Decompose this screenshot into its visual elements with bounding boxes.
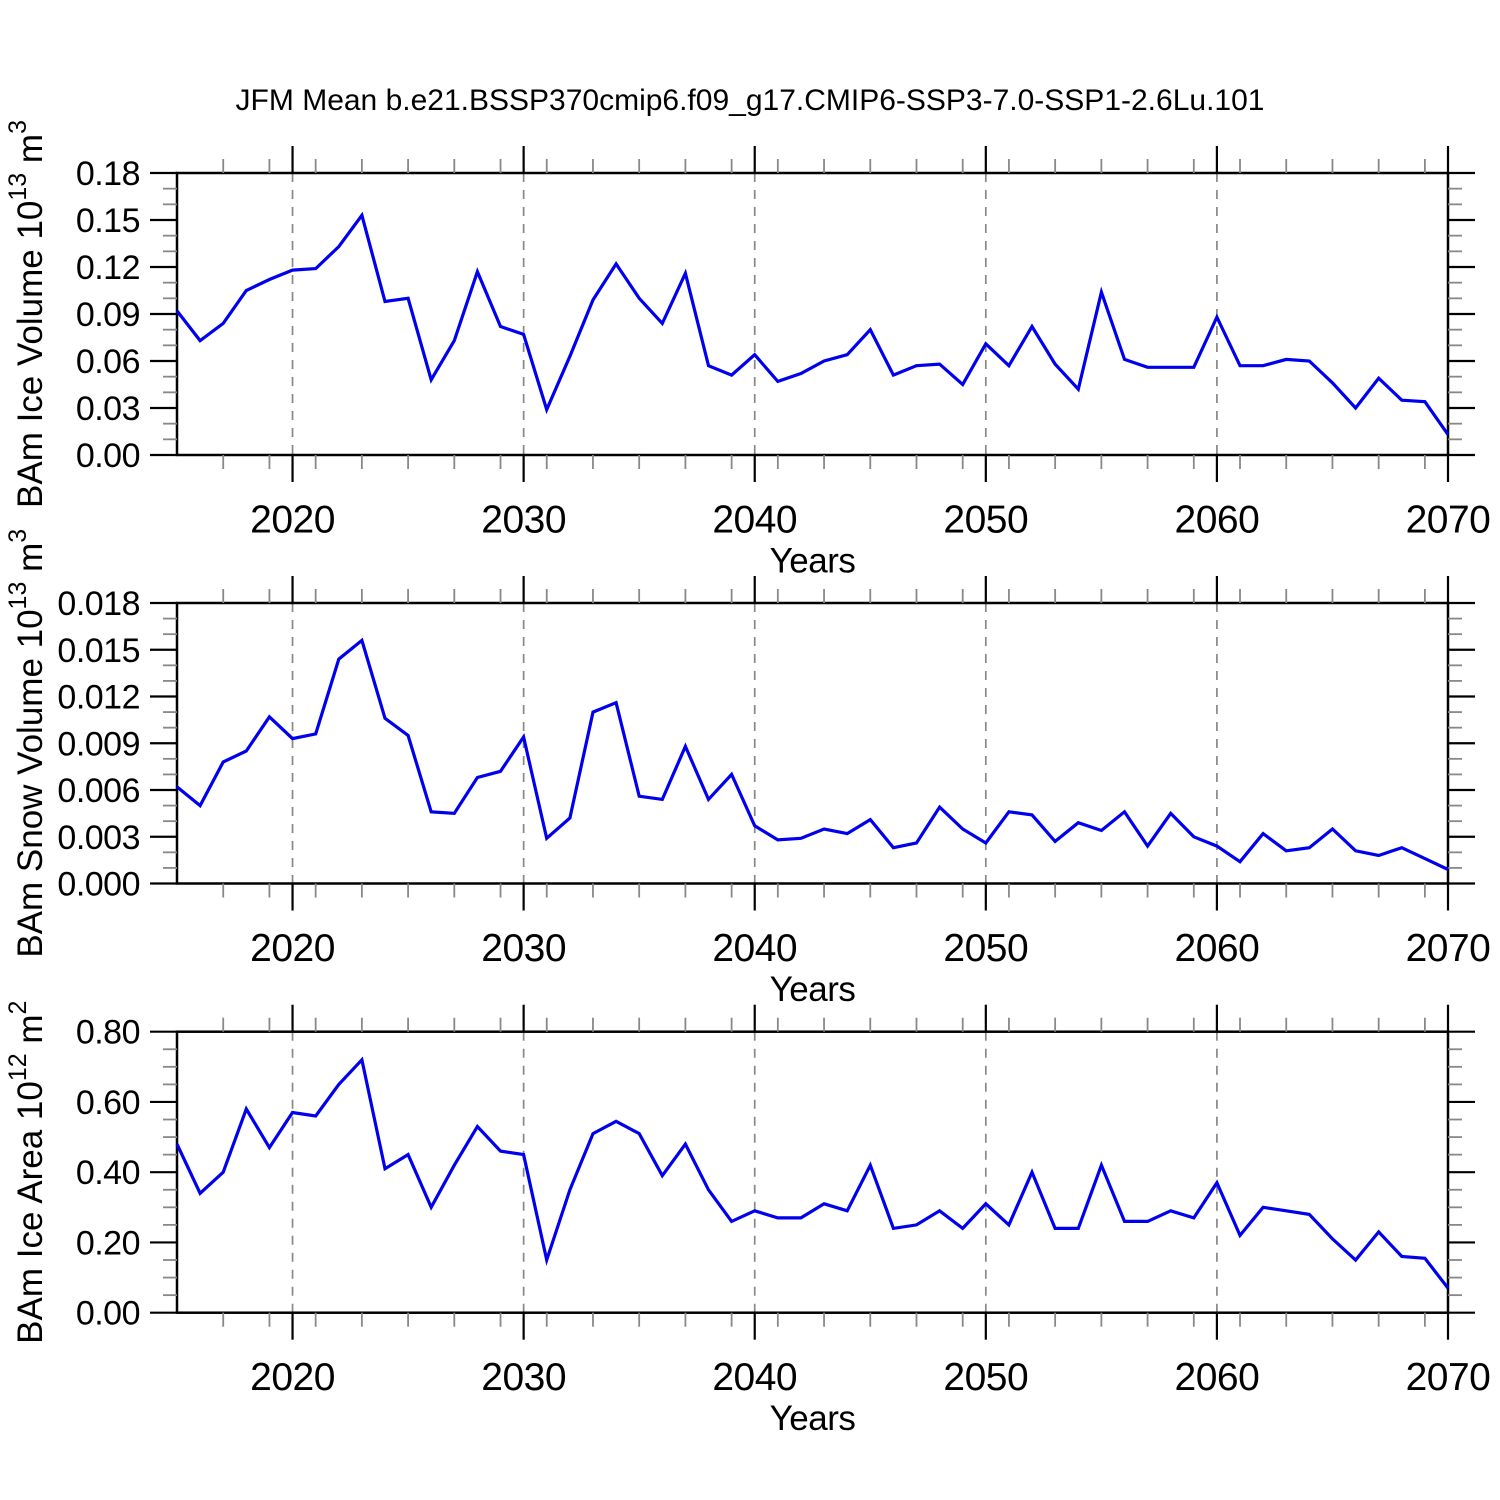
x-tick-label: 2040 — [712, 927, 797, 970]
y-tick-label: 0.009 — [57, 725, 140, 763]
x-tick-label: 2020 — [250, 927, 335, 970]
ticks — [150, 576, 1475, 911]
x-axis-title: Years — [770, 970, 856, 1009]
x-tick-label: 2050 — [943, 927, 1028, 970]
panel-bam-ice-volume: 2020 2030 2040 2050 2060 2070 0.00 0.03 0.06 0.09… — [4, 120, 1491, 581]
y-tick-label: 0.015 — [57, 632, 140, 670]
data-line — [175, 211, 1450, 436]
y-axis-title: BAm Snow Volume 1013 m3 — [4, 529, 50, 958]
ticks — [150, 1004, 1475, 1340]
x-tick-label: 2030 — [481, 927, 566, 970]
y-tick-label: 0.15 — [76, 202, 140, 240]
x-tick-label: 2070 — [1406, 927, 1491, 970]
y-tick-label: 0.06 — [76, 343, 140, 381]
data-line — [175, 1056, 1450, 1290]
x-tick-label: 2050 — [943, 499, 1028, 542]
y-tick-label: 0.18 — [76, 155, 140, 193]
y-tick-label: 0.003 — [57, 819, 140, 857]
x-tick-label: 2050 — [943, 1356, 1028, 1399]
y-tick-label: 0.60 — [76, 1084, 140, 1122]
data-line — [175, 637, 1449, 871]
panel-bam-ice-area: 2020 2030 2040 2050 2060 2070 0.00 0.20 0.40 0.60… — [4, 1001, 1491, 1439]
x-tick-label: 2070 — [1406, 1356, 1491, 1399]
y-tick-label: 0.012 — [57, 679, 140, 717]
y-tick-label: 0.40 — [76, 1154, 140, 1192]
y-tick-label: 0.006 — [57, 772, 140, 810]
y-tick-label: 0.03 — [76, 390, 140, 428]
x-tick-label: 2030 — [481, 499, 566, 542]
x-axis-title: Years — [770, 542, 856, 581]
y-tick-label: 0.80 — [76, 1014, 140, 1052]
y-tick-label: 0.000 — [57, 866, 140, 904]
y-tick-label: 0.12 — [76, 249, 140, 287]
y-tick-label: 0.018 — [57, 585, 140, 623]
panel-bam-snow-volume: 2020 2030 2040 2050 2060 2070 0.000 0.003 0.006 0… — [4, 529, 1491, 1009]
x-tick-label: 2060 — [1175, 1356, 1260, 1399]
chart-title: JFM Mean b.e21.BSSP370cmip6.f09_g17.CMIP… — [235, 84, 1265, 117]
y-tick-label: 0.20 — [76, 1224, 140, 1262]
x-tick-label: 2060 — [1175, 499, 1260, 542]
x-tick-label: 2040 — [712, 499, 797, 542]
x-tick-label: 2040 — [712, 1356, 797, 1399]
x-tick-label: 2020 — [250, 499, 335, 542]
x-tick-label: 2070 — [1406, 499, 1491, 542]
y-tick-label: 0.00 — [76, 1295, 140, 1333]
y-tick-label: 0.09 — [76, 296, 140, 334]
plot-frame — [175, 171, 1450, 457]
x-tick-label: 2030 — [481, 1356, 566, 1399]
y-axis-title: BAm Ice Volume 1013 m3 — [4, 120, 50, 508]
x-axis-title: Years — [770, 1399, 856, 1438]
ticks — [150, 146, 1475, 482]
y-tick-label: 0.00 — [76, 437, 140, 475]
y-axis-title: BAm Ice Area 1012 m2 — [4, 1001, 50, 1344]
x-tick-label: 2020 — [250, 1356, 335, 1399]
plot-frame — [175, 1030, 1450, 1314]
x-tick-label: 2060 — [1175, 927, 1260, 970]
